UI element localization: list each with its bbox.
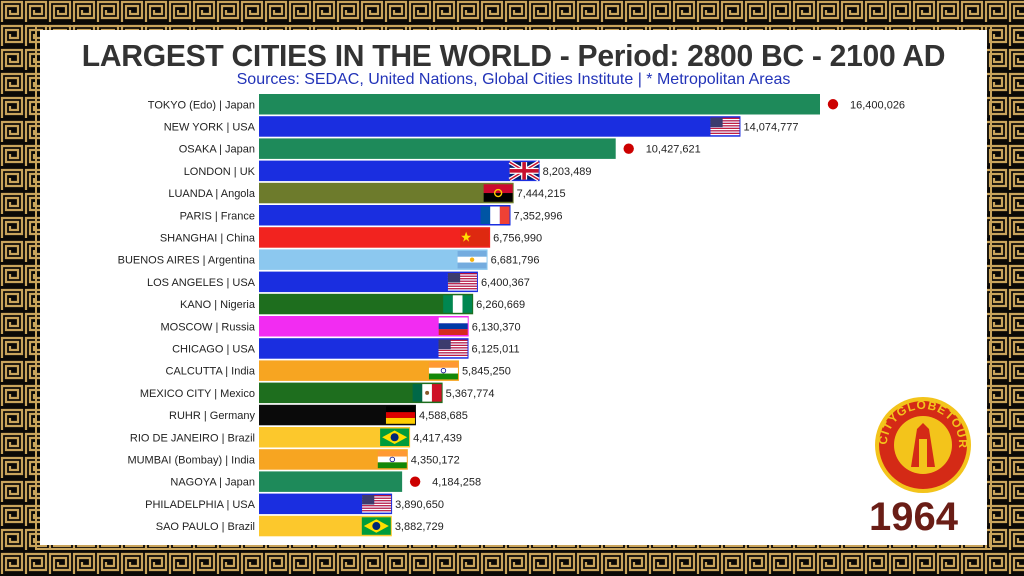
bar [259, 227, 491, 248]
category-label: KANO | Nigeria [180, 299, 256, 311]
bar [259, 271, 478, 293]
bar [259, 316, 469, 337]
value-label: 5,367,774 [446, 388, 495, 400]
chart-subtitle: Sources: SEDAC, United Nations, Global C… [236, 71, 791, 88]
category-label: MUMBAI (Bombay) | India [127, 454, 255, 466]
value-label: 3,890,650 [395, 499, 444, 511]
bar [259, 449, 408, 470]
argentina-flag-icon [457, 250, 487, 269]
value-label: 6,400,367 [481, 277, 530, 289]
japan-flag-icon [827, 99, 839, 110]
category-label: NEW YORK | USA [164, 121, 256, 133]
value-label: 8,203,489 [543, 166, 592, 178]
nigeria-flag-icon [443, 295, 473, 313]
usa-flag-icon [438, 339, 468, 358]
russia-flag-icon [438, 317, 468, 335]
category-label: MOSCOW | Russia [160, 321, 255, 333]
value-label: 4,588,685 [419, 410, 468, 422]
cityglobetour-logo: CITYGLOBETOUR [875, 397, 971, 493]
category-label: TOKYO (Edo) | Japan [148, 99, 255, 111]
bar [259, 160, 540, 182]
bar [259, 205, 511, 226]
india-flag-icon [377, 450, 407, 469]
bar [259, 382, 443, 404]
japan-flag-icon [409, 476, 421, 487]
bar [259, 493, 393, 515]
value-label: 6,125,011 [472, 343, 520, 355]
angola-flag-icon [483, 184, 513, 202]
mexico-flag-icon [412, 384, 442, 402]
brazil-flag-icon [361, 517, 391, 535]
india-flag-icon [428, 361, 458, 380]
value-label: 16,400,026 [850, 99, 905, 111]
bar [259, 138, 616, 159]
category-label: CALCUTTA | India [166, 366, 256, 378]
category-label: NAGOYA | Japan [170, 477, 255, 489]
value-label: 3,882,729 [395, 521, 444, 533]
value-label: 4,417,439 [413, 432, 462, 444]
bar [259, 404, 416, 426]
value-label: 6,756,990 [493, 232, 542, 244]
usa-flag-icon [447, 273, 477, 291]
chart-title: LARGEST CITIES IN THE WORLD - Period: 28… [81, 38, 946, 73]
germany-flag-icon [385, 406, 415, 424]
category-label: CHICAGO | USA [172, 343, 256, 355]
value-label: 7,444,215 [517, 188, 566, 200]
bar [259, 338, 469, 359]
category-label: PHILADELPHIA | USA [145, 499, 256, 511]
category-label: LONDON | UK [184, 166, 256, 178]
japan-flag-icon [623, 143, 634, 154]
value-label: 10,427,621 [646, 144, 701, 156]
value-label: 4,350,172 [411, 454, 460, 466]
uk-flag-icon [508, 160, 540, 182]
category-label: RUHR | Germany [169, 410, 255, 422]
bar [259, 94, 820, 115]
category-label: SHANGHAI | China [160, 232, 256, 244]
value-label: 7,352,996 [514, 210, 563, 222]
category-label: SAO PAULO | Brazil [156, 521, 255, 533]
chart-panel: LARGEST CITIES IN THE WORLD - Period: 28… [40, 30, 987, 545]
value-label: 6,130,370 [472, 321, 521, 333]
category-label: LUANDA | Angola [168, 188, 256, 200]
category-label: LOS ANGELES | USA [147, 277, 256, 289]
france-flag-icon [480, 206, 510, 224]
bar [259, 116, 741, 137]
category-label: RIO DE JANEIRO | Brazil [130, 432, 255, 444]
bar [259, 427, 411, 448]
brazil-flag-icon [380, 428, 410, 446]
bar [259, 515, 392, 537]
usa-flag-icon [710, 117, 740, 136]
bar [259, 293, 474, 315]
value-label: 5,845,250 [462, 366, 511, 378]
category-label: OSAKA | Japan [179, 144, 255, 156]
bar [259, 182, 514, 204]
value-label: 6,681,796 [491, 255, 540, 267]
value-label: 6,260,669 [476, 299, 525, 311]
bar [259, 360, 459, 381]
china-flag-icon [460, 228, 490, 247]
year-label: 1964 [869, 495, 958, 539]
bar-chart: TOKYO (Edo) | Japan 16,400,026 NEW YORK | … [118, 94, 905, 537]
bar [259, 249, 488, 270]
usa-flag-icon [362, 495, 392, 513]
category-label: MEXICO CITY | Mexico [140, 388, 255, 400]
category-label: BUENOS AIRES | Argentina [118, 255, 256, 267]
category-label: PARIS | France [180, 210, 255, 222]
bar [259, 471, 403, 492]
value-label: 4,184,258 [432, 477, 481, 489]
value-label: 14,074,777 [743, 121, 798, 133]
